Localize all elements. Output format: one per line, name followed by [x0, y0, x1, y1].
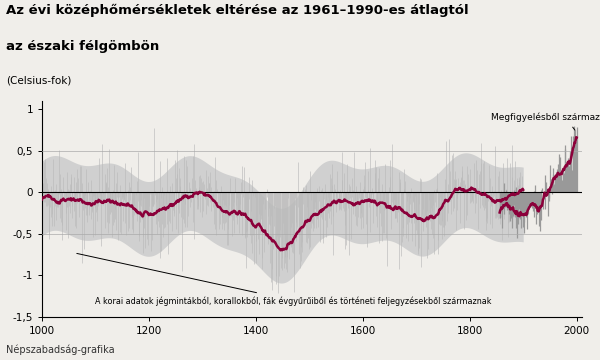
Text: Az évi középhőmérsékletek eltérése az 1961–1990-es átlagtól: Az évi középhőmérsékletek eltérése az 19…	[6, 4, 469, 17]
Text: Népszabadság-grafika: Népszabadság-grafika	[6, 344, 115, 355]
Text: A korai adatok jégmintákból, korallokból, fák évgyűrűiből és történeti feljegyzé: A korai adatok jégmintákból, korallokból…	[77, 253, 492, 306]
Text: Megfigyelésből származó adatok: Megfigyelésből származó adatok	[491, 113, 600, 130]
Text: (Celsius-fok): (Celsius-fok)	[6, 76, 71, 86]
Text: az északi félgömbön: az északi félgömbön	[6, 40, 159, 53]
